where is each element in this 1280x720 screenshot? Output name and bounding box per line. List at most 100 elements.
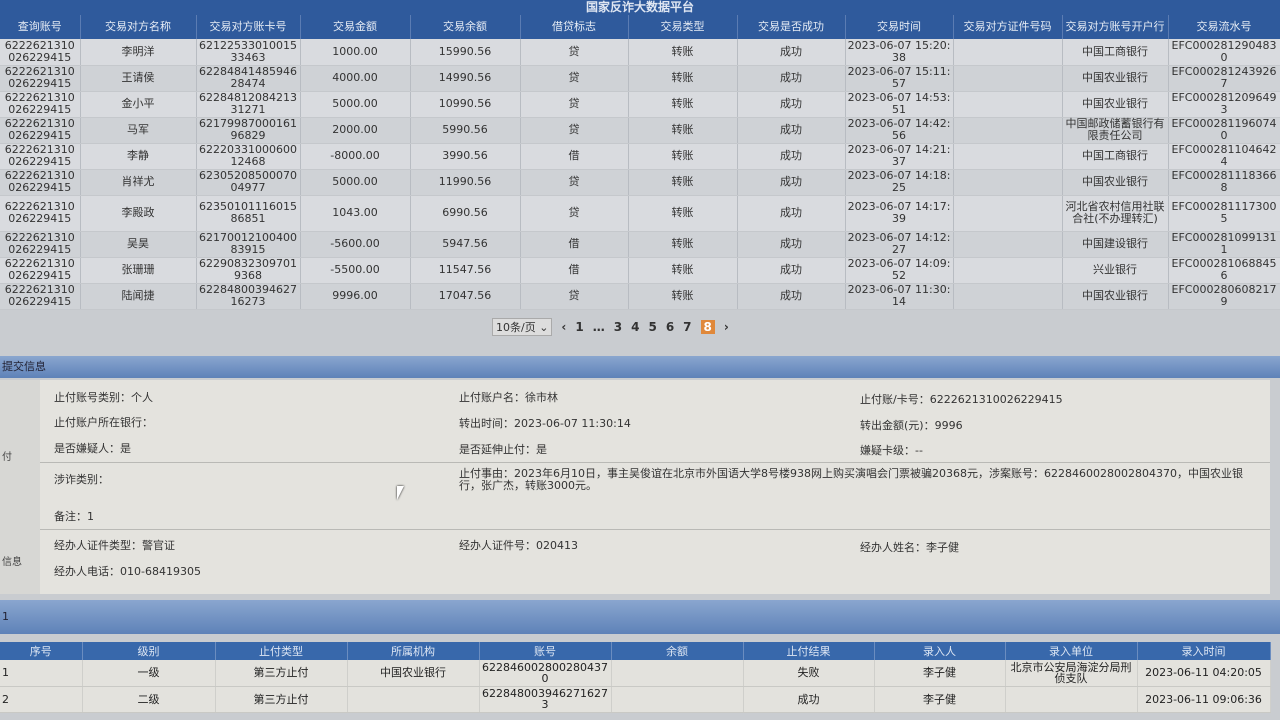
table-cell: 借: [520, 143, 629, 170]
side-label: 信息: [2, 557, 22, 568]
table-cell: 李明洋: [80, 39, 197, 66]
table-cell: 兴业银行: [1062, 257, 1169, 284]
table-cell: 贷: [520, 65, 629, 92]
table-row[interactable]: 6222621310026229415 王请侯 622848414859462847…: [0, 65, 1280, 92]
column-header[interactable]: 交易金额: [300, 15, 411, 39]
submit-section-header: 提交信息: [0, 356, 1280, 378]
column-header[interactable]: 止付类型: [215, 642, 348, 660]
table-cell: 一级: [82, 660, 216, 687]
table-cell: 6222033100060012468: [196, 143, 301, 170]
column-header[interactable]: 余额: [611, 642, 744, 660]
prev-page-icon[interactable]: ‹: [561, 320, 567, 334]
table-cell: EFC0002810991311: [1168, 231, 1280, 258]
officer-phone: 经办人电话：010-68419305: [54, 565, 201, 578]
divider: [40, 462, 1270, 463]
table-cell: 中国工商银行: [1062, 39, 1169, 66]
extend-stop: 是否延伸止付：是: [459, 443, 547, 456]
table-row[interactable]: 6222621310026229415 陆闻捷 622848003946271627…: [0, 283, 1280, 310]
column-header[interactable]: 级别: [82, 642, 216, 660]
page-3[interactable]: 3: [613, 320, 623, 334]
table-row[interactable]: 6222621310026229415 张珊珊 622908323097019368…: [0, 257, 1280, 284]
table-cell: 转账: [628, 143, 738, 170]
table-row[interactable]: 6222621310026229415 金小平 622848120842133127…: [0, 91, 1280, 118]
acct-name: 止付账户名：徐市林: [459, 391, 558, 404]
table-cell: 6228480039462716273: [479, 686, 612, 713]
table-row[interactable]: 1 一级 第三方止付 中国农业银行 6228460028002804370 失败 李子健 北京…: [0, 660, 1271, 687]
table-cell: 6222621310026229415: [0, 65, 81, 92]
table-cell: 李静: [80, 143, 197, 170]
page-ellipsis[interactable]: …: [592, 320, 605, 334]
page-size-label: 10条/页: [496, 321, 536, 334]
page-8-current[interactable]: 8: [700, 320, 715, 334]
table-cell: 6212253301001533463: [196, 39, 301, 66]
table-cell: 6222621310026229415: [0, 257, 81, 284]
table-cell: 第三方止付: [215, 660, 348, 687]
page-1[interactable]: 1: [575, 320, 584, 334]
column-header[interactable]: 账号: [479, 642, 612, 660]
table-cell: [611, 686, 744, 713]
next-page-icon[interactable]: ›: [723, 320, 729, 334]
column-header[interactable]: 交易对方账卡号: [196, 15, 301, 39]
table-row[interactable]: 6222621310026229415 李殿政 623501011160158685…: [0, 195, 1280, 232]
table-cell: 成功: [737, 257, 846, 284]
column-header[interactable]: 交易余额: [410, 15, 521, 39]
table-cell: EFC0002812439267: [1168, 65, 1280, 92]
column-header[interactable]: 所属机构: [347, 642, 480, 660]
table-row[interactable]: 6222621310026229415 吴昊 6217001210040083915…: [0, 231, 1280, 258]
table-row[interactable]: 6222621310026229415 李明洋 621225330100153346…: [0, 39, 1280, 66]
column-header[interactable]: 录入单位: [1005, 642, 1138, 660]
table-cell: 转账: [628, 169, 738, 196]
table-cell: [1005, 686, 1138, 713]
side-label: 付: [2, 452, 12, 463]
column-header[interactable]: 交易对方账号开户行: [1062, 15, 1169, 39]
table-cell: -8000.00: [300, 143, 411, 170]
column-header[interactable]: 止付结果: [743, 642, 875, 660]
page-5[interactable]: 5: [648, 320, 657, 334]
acct-bank: 止付账户所在银行：: [54, 416, 153, 429]
table-cell: [953, 65, 1063, 92]
column-header[interactable]: 交易类型: [628, 15, 738, 39]
table-cell: 6222621310026229415: [0, 143, 81, 170]
column-header[interactable]: 序号: [0, 642, 83, 660]
table-row[interactable]: 2 二级 第三方止付 6228480039462716273 成功 李子健 2023-06-…: [0, 686, 1271, 713]
column-header[interactable]: 交易是否成功: [737, 15, 846, 39]
table-cell: 转账: [628, 283, 738, 310]
page-7[interactable]: 7: [683, 320, 692, 334]
table-cell: 金小平: [80, 91, 197, 118]
table-cell: 贷: [520, 117, 629, 144]
table-cell: 6222621310026229415: [0, 283, 81, 310]
page-6[interactable]: 6: [665, 320, 675, 334]
table-cell: 成功: [737, 143, 846, 170]
column-header[interactable]: 交易时间: [845, 15, 954, 39]
app-title: 国家反诈大数据平台: [585, 0, 694, 14]
table-cell: 6990.56: [410, 195, 521, 232]
page-4[interactable]: 4: [631, 320, 640, 334]
table-cell: 成功: [737, 231, 846, 258]
table-cell: 6222621310026229415: [0, 91, 81, 118]
table-cell: [953, 257, 1063, 284]
table-cell: 转账: [628, 65, 738, 92]
table-row[interactable]: 6222621310026229415 李静 6222033100060012468…: [0, 143, 1280, 170]
column-header[interactable]: 交易对方名称: [80, 15, 197, 39]
table-cell: 贷: [520, 39, 629, 66]
column-header[interactable]: 录入人: [874, 642, 1006, 660]
stop-pay-section-label: 1: [2, 610, 9, 623]
table-cell: 中国农业银行: [1062, 283, 1169, 310]
table-cell: 转账: [628, 117, 738, 144]
column-header[interactable]: 录入时间: [1137, 642, 1271, 660]
page-size-select[interactable]: 10条/页 ⌄: [492, 318, 553, 336]
column-header[interactable]: 借贷标志: [520, 15, 629, 39]
table-cell: 6222621310026229415: [0, 231, 81, 258]
table-cell: 陆闻捷: [80, 283, 197, 310]
column-header[interactable]: 查询账号: [0, 15, 81, 39]
table-cell: 10990.56: [410, 91, 521, 118]
table-cell: 2000.00: [300, 117, 411, 144]
table-cell: 贷: [520, 195, 629, 232]
column-header[interactable]: 交易流水号: [1168, 15, 1280, 39]
table-cell: [953, 143, 1063, 170]
table-row[interactable]: 6222621310026229415 马军 6217998700016196829…: [0, 117, 1280, 144]
table-row[interactable]: 6222621310026229415 肖祥尤 623052085000700497…: [0, 169, 1280, 196]
column-header[interactable]: 交易对方证件号码: [953, 15, 1063, 39]
table-cell: 成功: [737, 39, 846, 66]
table-cell: -5600.00: [300, 231, 411, 258]
